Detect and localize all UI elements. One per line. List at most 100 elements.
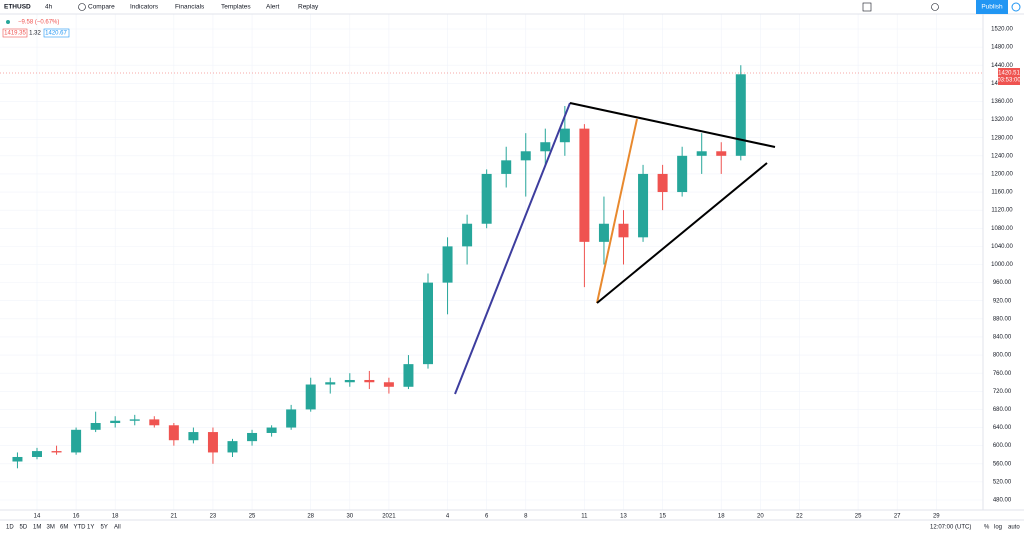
candle-body	[735, 74, 746, 156]
interval[interactable]: 4h	[45, 4, 53, 11]
candle-body	[364, 379, 375, 383]
log-toggle[interactable]: log	[994, 525, 1002, 531]
settings-icon[interactable]	[931, 3, 939, 11]
percent-toggle[interactable]: %	[984, 525, 990, 531]
candle-body	[325, 382, 336, 385]
x-tick-label: 18	[112, 514, 119, 520]
x-tick-label: 27	[894, 514, 901, 520]
candle-body	[207, 432, 218, 453]
y-tick-label: 800.00	[993, 353, 1012, 359]
range-button[interactable]: 5Y	[101, 525, 108, 531]
range-button[interactable]: 3M	[47, 525, 55, 531]
candle-body	[305, 384, 316, 410]
range-button[interactable]: 6M	[60, 525, 68, 531]
range-buttons: 1D 5D 1M 3M 6M YTD 1Y 5Y All	[6, 525, 121, 531]
last-price: 1420.51	[998, 71, 1020, 77]
play-icon[interactable]	[1011, 2, 1021, 12]
ask-price[interactable]: 1420.67	[45, 31, 67, 37]
x-tick-label: 29	[933, 514, 940, 520]
financials-button[interactable]: Financials	[175, 4, 205, 11]
y-tick-label: 640.00	[993, 425, 1012, 431]
x-tick-label: 25	[855, 514, 862, 520]
range-button[interactable]: YTD	[74, 525, 87, 531]
replay-button[interactable]: Replay	[298, 4, 319, 11]
candle-body	[462, 223, 473, 247]
publish-button-bg[interactable]	[976, 0, 1008, 14]
y-tick-label: 1080.00	[991, 226, 1013, 232]
range-button[interactable]: 1D	[6, 525, 14, 531]
candle-body	[423, 282, 433, 365]
x-tick-label: 25	[249, 514, 256, 520]
x-tick-label: 21	[171, 514, 178, 520]
candle-body	[51, 451, 62, 453]
trend-line	[454, 102, 571, 395]
candle-body	[520, 151, 531, 161]
trend-line	[596, 162, 768, 304]
candle-body	[598, 223, 609, 242]
y-tick-label: 1280.00	[991, 135, 1013, 141]
x-tick-label: 13	[620, 514, 627, 520]
range-button[interactable]: All	[114, 525, 121, 531]
bid-price[interactable]: 1419.35	[4, 31, 26, 37]
range-button[interactable]: 1Y	[87, 525, 94, 531]
templates-button[interactable]: Templates	[221, 4, 251, 11]
price-axis: 480.00 520.00 560.00 600.00 640.00 680.00 720.…	[991, 27, 1013, 504]
x-tick-label: 6	[485, 514, 489, 520]
range-button[interactable]: 1M	[33, 525, 41, 531]
trend-line	[596, 118, 638, 304]
auto-toggle[interactable]: auto	[1008, 525, 1020, 531]
candle-body	[579, 128, 590, 242]
candle-body	[403, 364, 414, 387]
x-tick-label: 22	[796, 514, 803, 520]
candle-body	[559, 128, 570, 143]
spread: 1.32	[29, 31, 41, 37]
y-tick-label: 960.00	[993, 280, 1012, 286]
x-tick-label: 14	[34, 514, 41, 520]
publish-button[interactable]: Publish	[981, 4, 1003, 11]
candle-body	[638, 173, 649, 238]
countdown: 03:53:00	[997, 78, 1021, 84]
y-tick-label: 1000.00	[991, 262, 1013, 268]
candle-body	[129, 419, 140, 421]
candle-body	[227, 441, 238, 453]
indicators-button[interactable]: Indicators	[130, 4, 159, 11]
layout-icon[interactable]	[862, 2, 872, 12]
y-tick-label: 840.00	[993, 335, 1012, 341]
candle-body	[32, 451, 42, 457]
symbol[interactable]: ETHUSD	[4, 4, 31, 11]
candle-body	[149, 419, 160, 426]
alert-button[interactable]: Alert	[266, 4, 280, 11]
y-tick-label: 600.00	[993, 443, 1012, 449]
y-tick-label: 1320.00	[991, 117, 1013, 123]
y-tick-label: 760.00	[993, 371, 1012, 377]
candle-body	[344, 379, 355, 383]
compare-button[interactable]: Compare	[88, 4, 115, 11]
candles	[12, 65, 746, 469]
bid-box[interactable]	[2, 28, 28, 38]
clock: 12:07:00 (UTC)	[930, 525, 971, 531]
toolbar	[0, 0, 1024, 14]
y-tick-label: 1520.00	[991, 27, 1013, 33]
y-tick-label: 1240.00	[991, 153, 1013, 159]
range-button[interactable]: 5D	[20, 525, 28, 531]
candle-body	[12, 456, 23, 462]
candle-body	[90, 423, 101, 430]
candle-body	[266, 427, 277, 433]
ask-box[interactable]	[43, 28, 70, 38]
x-tick-label: 30	[346, 514, 353, 520]
y-tick-label: 1200.00	[991, 172, 1013, 178]
candle-body	[677, 155, 688, 193]
candle-body	[188, 432, 199, 441]
candle-body	[110, 420, 121, 424]
candle-body	[383, 382, 394, 387]
price-change: −9.58 (−0.67%)	[18, 20, 59, 26]
x-tick-label: 16	[73, 514, 80, 520]
y-tick-label: 520.00	[993, 479, 1012, 485]
compare-icon[interactable]	[78, 3, 86, 11]
candle-body	[716, 151, 727, 156]
y-tick-label: 720.00	[993, 389, 1012, 395]
y-tick-label: 1480.00	[991, 45, 1013, 51]
y-tick-label: 880.00	[993, 316, 1012, 322]
